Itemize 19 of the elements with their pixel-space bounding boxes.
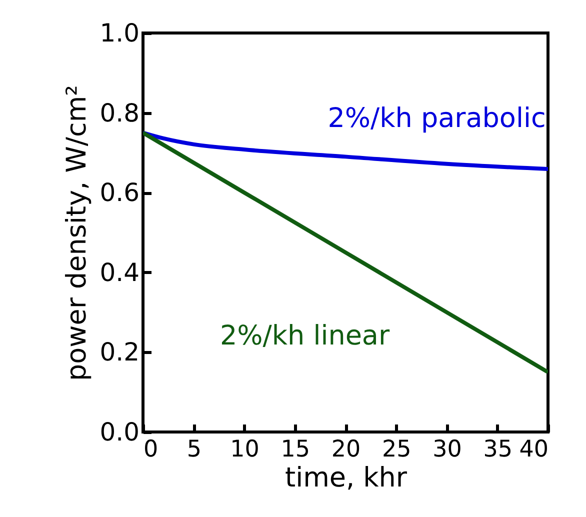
x-tick-label: 20 [331,436,361,462]
series-label: 2%/kh parabolic [328,102,546,134]
x-tick-label: 25 [382,436,412,462]
y-tick-label: 0.4 [100,258,140,287]
x-tick-label: 15 [280,436,310,462]
x-tick-label: 10 [230,436,260,462]
y-tick-label: 0.2 [100,338,140,367]
x-tick-label: 35 [483,436,513,462]
x-tick-label: 5 [186,436,202,462]
x-tick-label: 40 [519,436,548,462]
y-tick-label: 1.0 [100,18,140,48]
x-axis-title: time, khr [284,462,408,494]
x-tick-label: 30 [432,436,462,462]
series-label: 2%/kh linear [220,320,390,352]
y-tick-label: 0.6 [100,178,140,208]
y-tick-label: 0.0 [100,418,140,446]
x-tick-label: 0 [144,436,158,462]
y-tick-label: 0.8 [100,98,140,128]
y-axis-title: power density, W/cm² [62,85,93,381]
